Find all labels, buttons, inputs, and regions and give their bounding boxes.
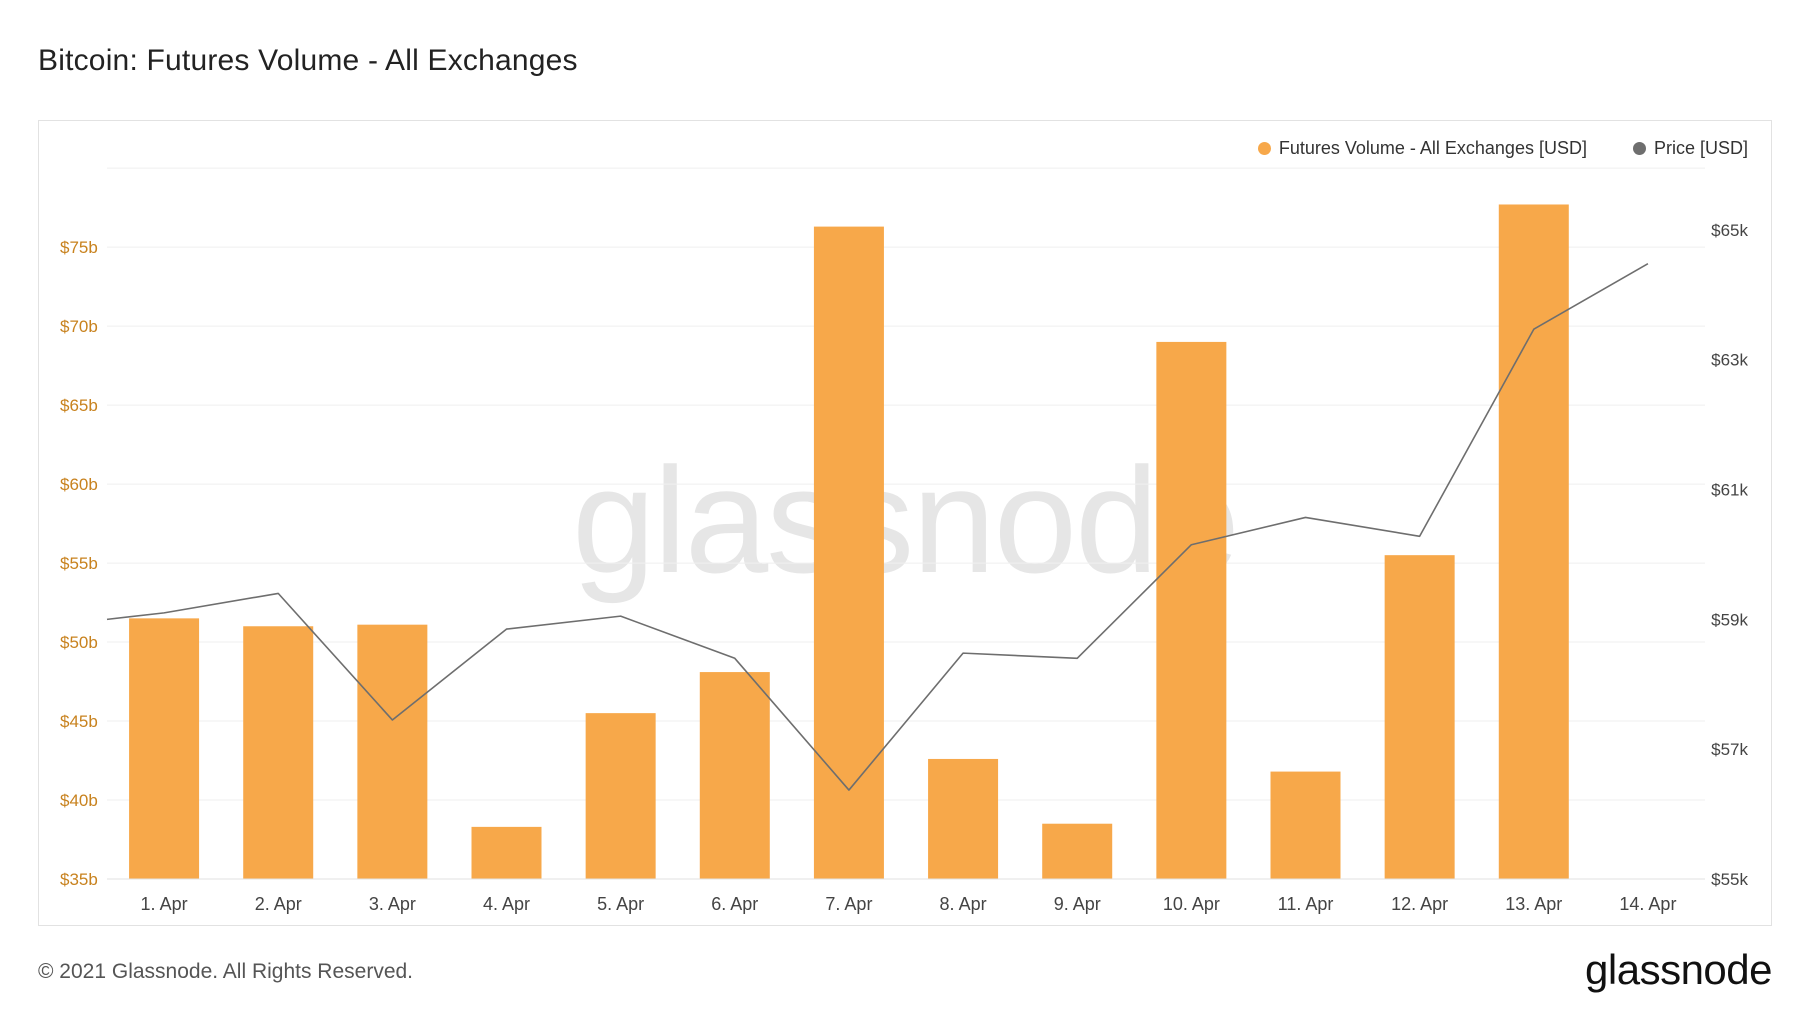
chart-title: Bitcoin: Futures Volume - All Exchanges xyxy=(38,44,578,77)
right-tick-label: $63k xyxy=(1711,351,1748,370)
x-tick-label: 4. Apr xyxy=(483,894,530,914)
bar-9-apr[interactable] xyxy=(1042,823,1113,879)
bar-1-apr[interactable] xyxy=(129,618,200,879)
right-tick-label: $61k xyxy=(1711,481,1748,500)
legend-item-volume[interactable]: Futures Volume - All Exchanges [USD] xyxy=(1257,138,1587,159)
legend: Futures Volume - All Exchanges [USD] Pri… xyxy=(1257,138,1748,159)
bar-4-apr[interactable] xyxy=(471,826,542,879)
right-tick-label: $59k xyxy=(1711,610,1748,629)
x-tick-label: 5. Apr xyxy=(597,894,644,914)
left-tick-label: $55b xyxy=(60,554,98,573)
bar-11-apr[interactable] xyxy=(1270,771,1341,879)
bar-12-apr[interactable] xyxy=(1384,555,1455,879)
bar-2-apr[interactable] xyxy=(243,626,314,879)
copyright-text: © 2021 Glassnode. All Rights Reserved. xyxy=(38,960,414,983)
bar-13-apr[interactable] xyxy=(1498,204,1569,879)
left-tick-label: $65b xyxy=(60,396,98,415)
x-tick-label: 12. Apr xyxy=(1391,894,1448,914)
bar-10-apr[interactable] xyxy=(1156,341,1227,879)
right-tick-label: $55k xyxy=(1711,870,1748,889)
left-tick-label: $40b xyxy=(60,791,98,810)
left-axis: $35b $40b $45b $50b $55b $60b $65b $70b $75b xyxy=(60,238,98,889)
chart-panel xyxy=(38,120,1772,926)
left-tick-label: $35b xyxy=(60,870,98,889)
x-tick-label: 13. Apr xyxy=(1505,894,1562,914)
legend-label-volume: Futures Volume - All Exchanges [USD] xyxy=(1278,138,1587,158)
right-tick-label: $57k xyxy=(1711,740,1748,759)
x-tick-label: 14. Apr xyxy=(1619,894,1676,914)
right-tick-label: $65k xyxy=(1711,221,1748,240)
bar-6-apr[interactable] xyxy=(699,672,770,879)
x-axis: 1. Apr 2. Apr 3. Apr 4. Apr 5. Apr 6. Apr 7. A… xyxy=(107,878,1705,914)
x-tick-label: 3. Apr xyxy=(369,894,416,914)
x-tick-label: 9. Apr xyxy=(1054,894,1101,914)
legend-label-price: Price [USD] xyxy=(1653,138,1748,158)
bar-3-apr[interactable] xyxy=(357,624,428,879)
x-tick-label: 8. Apr xyxy=(940,894,987,914)
x-tick-label: 2. Apr xyxy=(255,894,302,914)
left-tick-label: $60b xyxy=(60,475,98,494)
watermark-text: glassnode xyxy=(572,436,1238,604)
x-tick-label: 1. Apr xyxy=(141,894,188,914)
left-tick-label: $45b xyxy=(60,712,98,731)
price-line xyxy=(106,262,1649,791)
x-tick-label: 10. Apr xyxy=(1163,894,1220,914)
left-tick-label: $75b xyxy=(60,238,98,257)
left-tick-label: $70b xyxy=(60,317,98,336)
legend-dot-volume-icon xyxy=(1257,142,1271,155)
volume-bars xyxy=(129,204,1569,879)
bar-5-apr[interactable] xyxy=(585,713,656,879)
x-tick-label: 7. Apr xyxy=(825,894,872,914)
glassnode-logo[interactable]: glassnode xyxy=(1585,946,1772,993)
legend-dot-price-icon xyxy=(1632,142,1646,155)
x-tick-label: 11. Apr xyxy=(1278,894,1334,914)
legend-item-price[interactable]: Price [USD] xyxy=(1632,138,1748,159)
bar-8-apr[interactable] xyxy=(928,758,999,879)
right-axis: $55k $57k $59k $61k $63k $65k xyxy=(1711,221,1748,889)
x-tick-label: 6. Apr xyxy=(711,894,758,914)
bar-7-apr[interactable] xyxy=(813,226,884,879)
left-tick-label: $50b xyxy=(60,633,98,652)
